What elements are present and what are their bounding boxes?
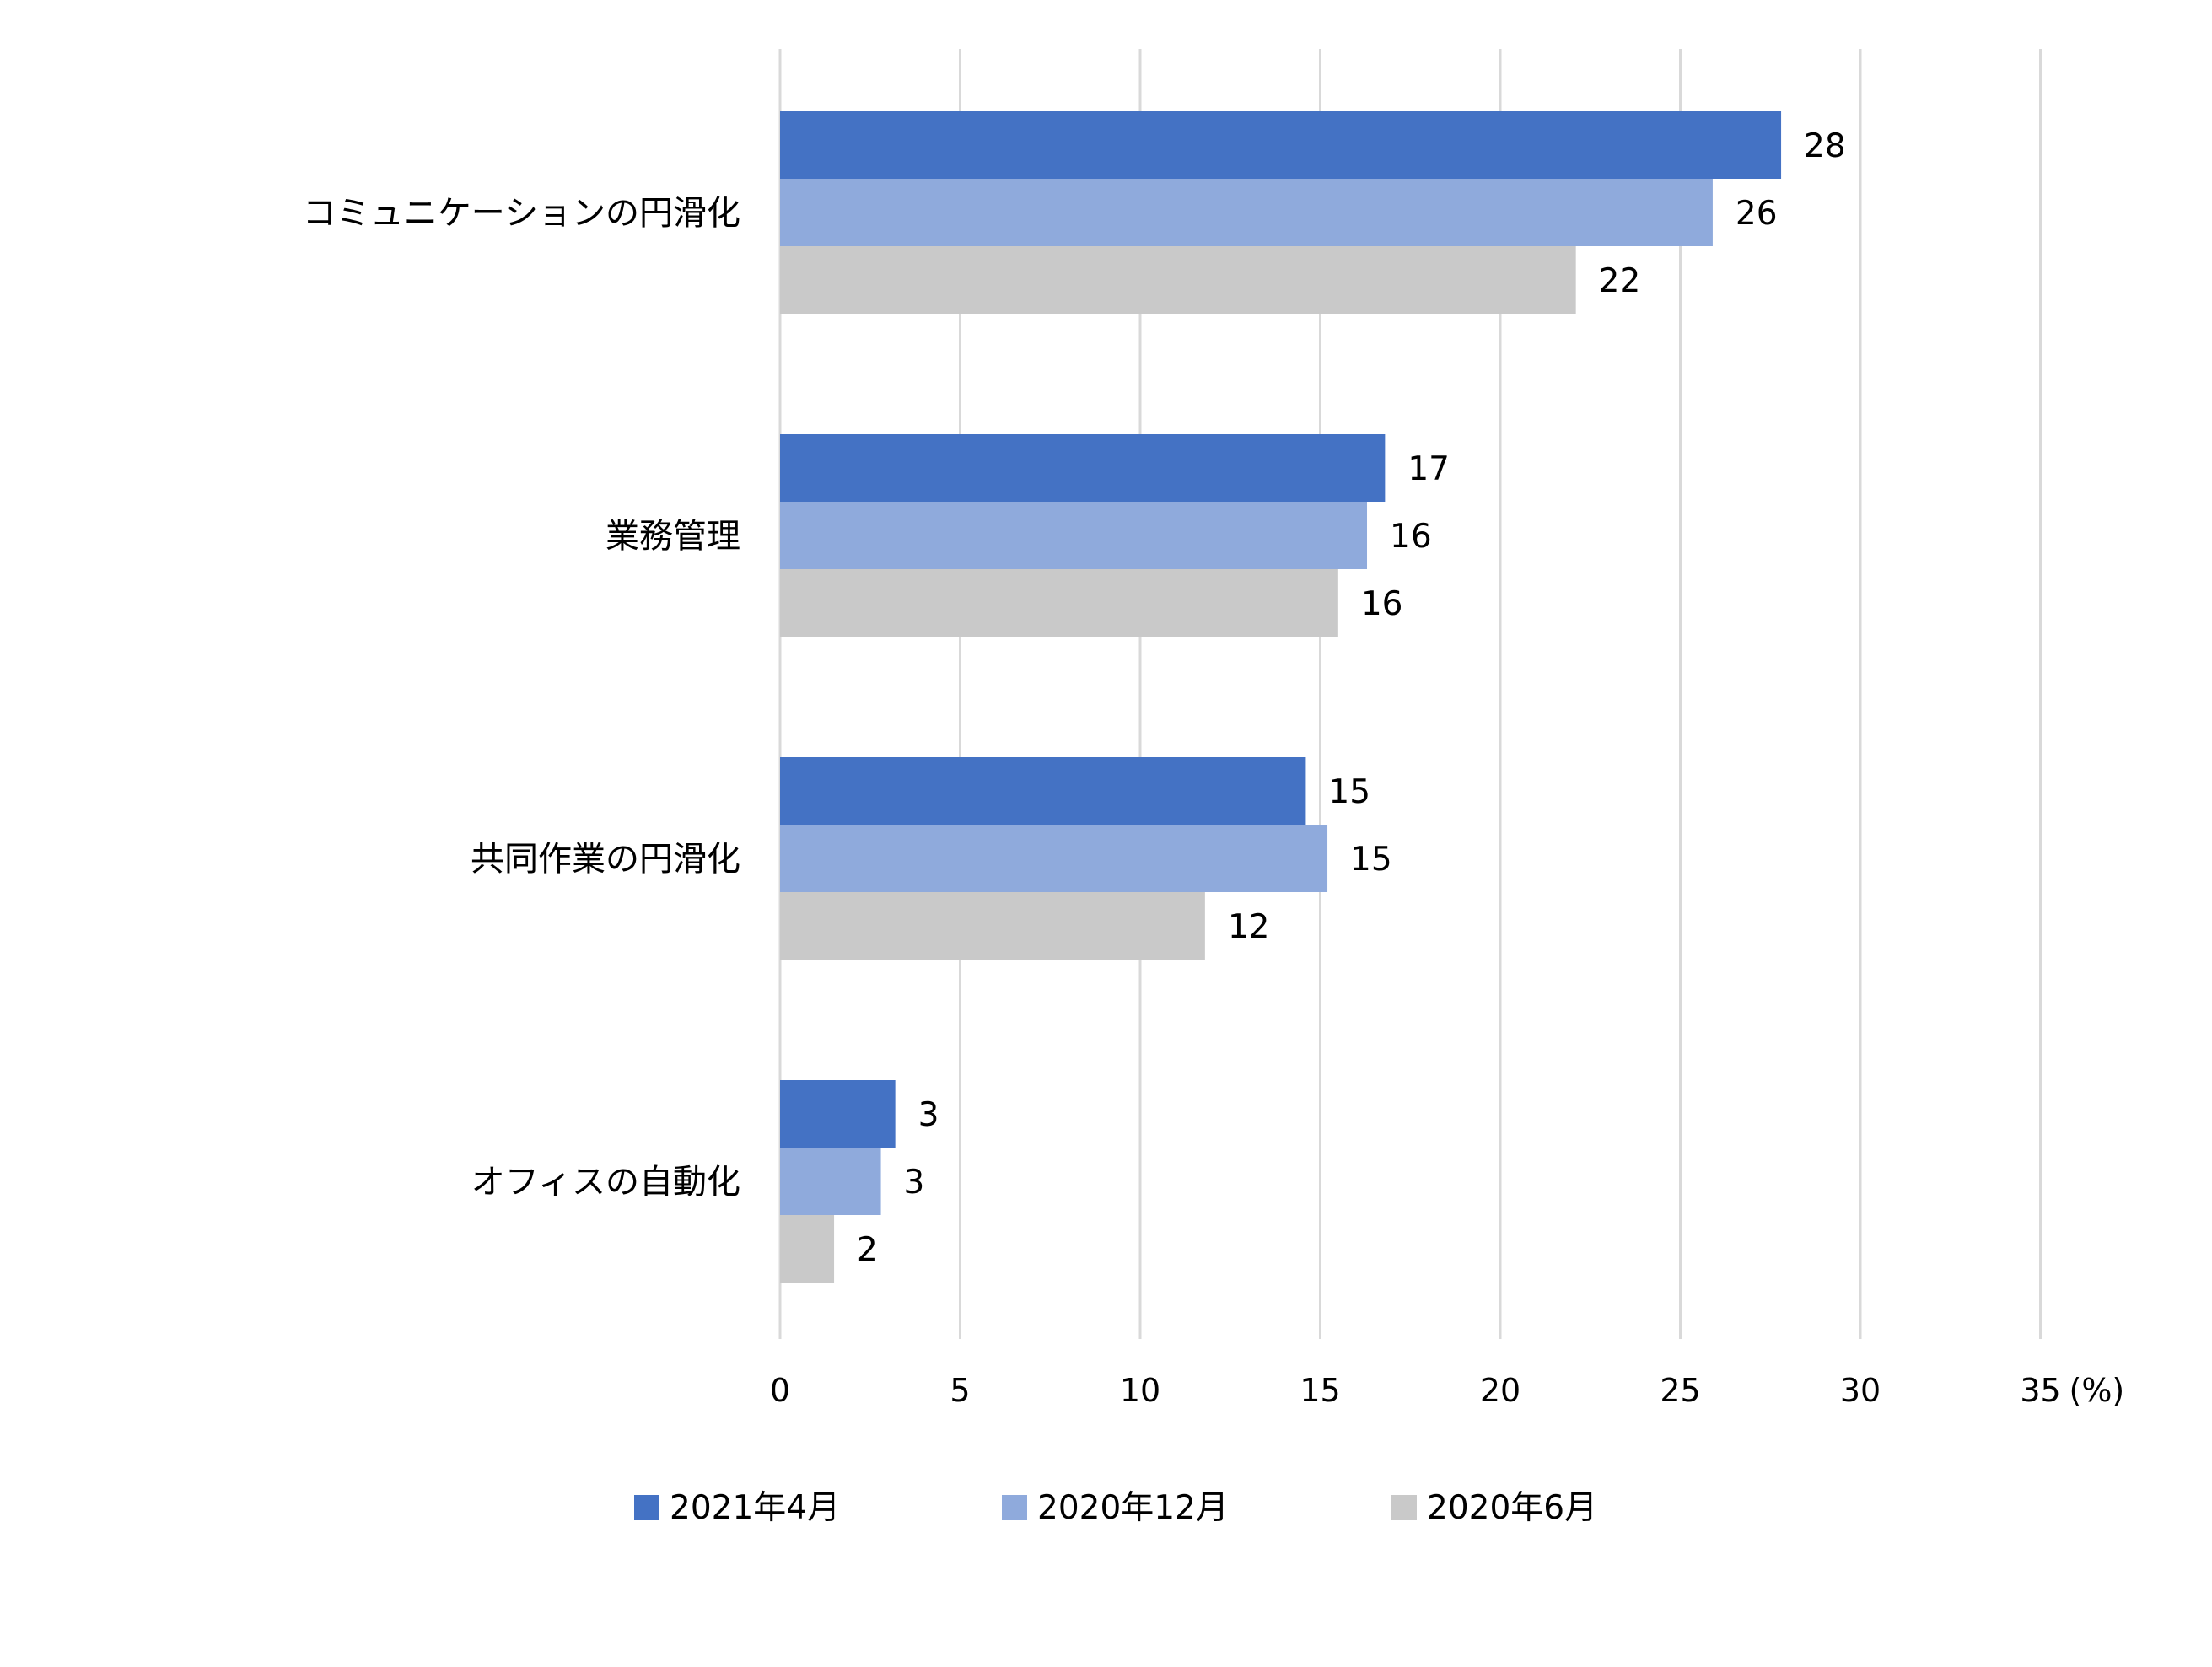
x-tick-label: 10: [1120, 1372, 1160, 1409]
bar: [780, 1215, 835, 1283]
bar: [780, 569, 1338, 637]
data-label: 16: [1361, 585, 1403, 623]
data-label: 2: [857, 1231, 878, 1269]
x-tick-label: 35: [2020, 1372, 2060, 1409]
legend-swatch: [634, 1495, 659, 1520]
x-tick-label: 15: [1300, 1372, 1340, 1409]
category-label: 業務管理: [605, 517, 740, 556]
bar: [780, 179, 1713, 246]
bar: [780, 246, 1576, 314]
legend-swatch: [1391, 1495, 1417, 1520]
x-tick-label: 25: [1660, 1372, 1700, 1409]
data-label: 3: [918, 1096, 939, 1134]
bar: [780, 1148, 881, 1215]
data-label: 26: [1736, 195, 1778, 233]
legend-label: 2020年12月: [1037, 1489, 1229, 1527]
bars: [780, 111, 1782, 1283]
bar: [780, 757, 1306, 825]
legend-swatch: [1002, 1495, 1027, 1520]
data-label: 17: [1407, 450, 1450, 488]
x-tick-label: 20: [1480, 1372, 1520, 1409]
x-axis-tick-labels: 0 5 10 15 20 25 30 35: [770, 1372, 2061, 1409]
bar: [780, 111, 1782, 179]
data-label: 28: [1804, 127, 1846, 165]
data-label: 16: [1390, 518, 1432, 556]
category-label: オフィスの自動化: [471, 1163, 740, 1202]
data-label: 15: [1328, 773, 1370, 811]
category-label: 共同作業の円滑化: [471, 840, 740, 879]
x-tick-label: 5: [950, 1372, 970, 1409]
bar: [780, 502, 1368, 569]
x-axis-unit-label: (%): [2069, 1372, 2125, 1409]
bar: [780, 1080, 896, 1148]
bar: [780, 892, 1205, 960]
data-label: 3: [904, 1164, 925, 1202]
legend-label: 2020年6月: [1427, 1489, 1597, 1527]
data-label: 12: [1228, 908, 1270, 946]
bar: [780, 825, 1328, 892]
legend: 2021年4月 2020年12月 2020年6月: [634, 1489, 1597, 1527]
data-label: 22: [1599, 262, 1641, 300]
x-tick-label: 30: [1840, 1372, 1881, 1409]
x-tick-label: 0: [770, 1372, 790, 1409]
legend-label: 2021年4月: [670, 1489, 840, 1527]
bar: [780, 434, 1386, 502]
category-label: コミュニケーションの円滑化: [303, 194, 740, 233]
data-label: 15: [1350, 841, 1392, 879]
